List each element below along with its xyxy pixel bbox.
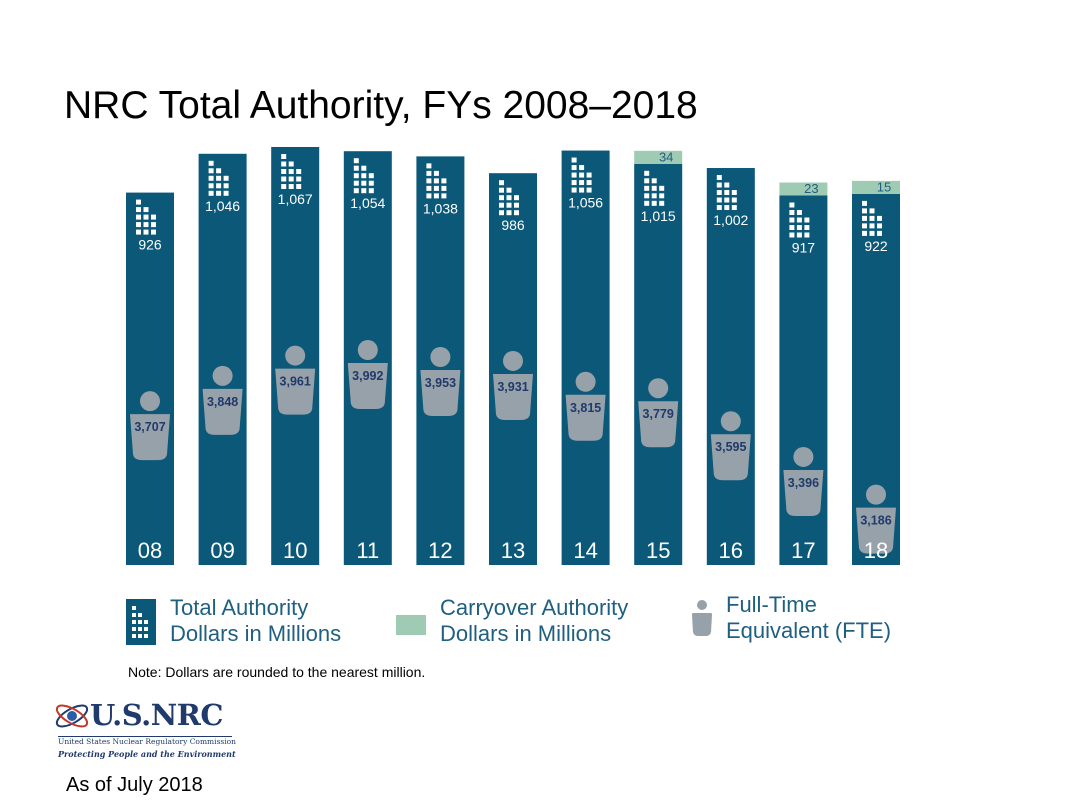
legend-total-line-2: Dollars in Millions <box>170 621 342 646</box>
total-authority-bar <box>561 150 610 565</box>
building-icon <box>136 199 156 235</box>
person-icon <box>420 346 461 416</box>
year-label: 15 <box>646 538 670 563</box>
total-authority-bar <box>706 168 755 565</box>
legend-carryover-line-1: Carryover Authority <box>440 595 629 620</box>
total-authority-value-label: 1,015 <box>641 208 676 224</box>
logo-organization: United States Nuclear Regulatory Commiss… <box>58 737 237 746</box>
total-authority-value-label: 926 <box>138 237 162 253</box>
carryover-authority-segment <box>779 182 828 196</box>
legend-carryover-line-2: Dollars in Millions <box>440 621 612 646</box>
person-icon <box>692 600 712 636</box>
total-authority-bar <box>634 163 683 565</box>
year-label: 09 <box>210 538 234 563</box>
logo-wordmark: U.S.NRC <box>90 698 223 732</box>
building-icon <box>862 200 882 236</box>
year-label: 18 <box>864 538 888 563</box>
legend-fte: Full-Time Equivalent (FTE) <box>690 592 891 644</box>
building-icon <box>126 599 156 645</box>
fte-value-label: 3,992 <box>352 369 383 383</box>
logo-divider <box>58 736 232 737</box>
legend-total-authority: Total Authority Dollars in Millions <box>126 595 341 647</box>
person-icon <box>638 378 679 448</box>
person-icon <box>202 365 243 435</box>
total-authority-value-label: 1,002 <box>713 212 748 228</box>
total-authority-value-label: 1,054 <box>350 195 385 211</box>
total-authority-value-label: 922 <box>864 238 888 254</box>
fte-value-label: 3,848 <box>207 395 238 409</box>
year-label: 12 <box>428 538 452 563</box>
building-icon <box>571 157 592 193</box>
total-authority-value-label: 1,056 <box>568 195 603 211</box>
total-authority-value-label: 917 <box>792 240 816 256</box>
authority-chart: 926 3,707 08 1,046 3,848 09 1,067 3,961 10 1,054 3… <box>126 147 900 565</box>
building-icon <box>789 202 810 238</box>
building-icon <box>426 163 447 199</box>
total-authority-value-label: 1,046 <box>205 198 240 214</box>
year-label: 14 <box>573 538 597 563</box>
fte-value-label: 3,707 <box>134 420 165 434</box>
year-label: 16 <box>719 538 743 563</box>
year-label: 17 <box>791 538 815 563</box>
person-icon <box>130 391 170 461</box>
carryover-value-label: 23 <box>804 181 818 196</box>
fte-value-label: 3,396 <box>788 476 819 490</box>
legend-fte-line-1: Full-Time <box>726 592 817 617</box>
building-icon <box>208 160 229 196</box>
fte-value-label: 3,186 <box>860 514 891 528</box>
fte-value-label: 3,815 <box>570 401 601 415</box>
as-of-date: As of July 2018 <box>66 774 203 796</box>
total-authority-value-label: 1,067 <box>278 191 313 207</box>
chart-title: NRC Total Authority, FYs 2008–2018 <box>64 84 698 127</box>
person-icon <box>565 371 606 441</box>
year-label: 13 <box>501 538 525 563</box>
legend-total-line-1: Total Authority <box>170 595 309 620</box>
year-label: 11 <box>356 538 379 563</box>
total-authority-value-label: 986 <box>501 217 525 233</box>
carryover-swatch <box>396 615 426 635</box>
total-authority-value-label: 1,038 <box>423 200 458 216</box>
total-authority-bar <box>198 153 247 565</box>
fte-value-label: 3,961 <box>280 375 311 389</box>
building-icon <box>716 175 737 211</box>
fte-value-label: 3,931 <box>497 380 528 394</box>
rounding-note: Note: Dollars are rounded to the nearest… <box>128 664 426 680</box>
fte-value-label: 3,595 <box>715 440 746 454</box>
total-authority-bar <box>126 192 174 565</box>
year-label: 08 <box>138 538 162 563</box>
building-icon <box>499 180 519 216</box>
person-icon <box>710 411 751 481</box>
person-icon <box>856 484 896 554</box>
legend-carryover-authority: Carryover Authority Dollars in Millions <box>396 595 628 647</box>
building-icon <box>644 170 665 206</box>
building-icon <box>353 158 374 194</box>
person-icon <box>783 446 824 516</box>
fte-value-label: 3,779 <box>643 407 674 421</box>
nrc-logo: U.S.NRC United States Nuclear Regulatory… <box>48 696 238 766</box>
building-icon <box>281 154 302 189</box>
carryover-value-label: 34 <box>659 149 673 164</box>
year-label: 10 <box>283 538 307 563</box>
person-icon <box>347 340 388 409</box>
fte-value-label: 3,953 <box>425 376 456 390</box>
legend-fte-line-2: Equivalent (FTE) <box>726 618 892 643</box>
carryover-value-label: 15 <box>877 179 891 194</box>
carryover-authority-segment <box>852 180 900 194</box>
atom-icon <box>55 704 89 728</box>
carryover-authority-segment <box>634 150 683 164</box>
logo-tagline: Protecting People and the Environment <box>58 749 236 759</box>
person-icon <box>493 350 533 420</box>
person-icon <box>275 345 316 415</box>
